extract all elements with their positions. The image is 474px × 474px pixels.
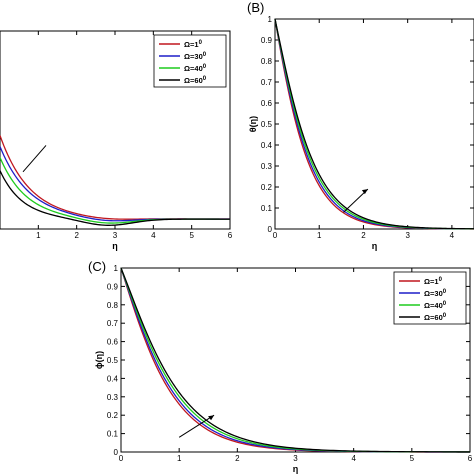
y-tick-label: 1: [114, 264, 119, 273]
y-tick-label: 0.7: [261, 78, 273, 87]
x-tick-label: 3: [293, 454, 298, 463]
trend-arrow-head: [361, 189, 368, 195]
y-tick-label: 0.6: [261, 99, 273, 108]
x-tick-label: 1: [317, 231, 322, 240]
x-tick-label: 2: [361, 231, 366, 240]
series-line-1: [274, 18, 474, 230]
legend: Ω=10 Ω=300 Ω=400 Ω=600: [393, 271, 467, 325]
y-tick-label: 0.8: [261, 57, 273, 66]
x-tick-label: 3: [113, 231, 118, 240]
series-line-3: [0, 157, 230, 224]
x-tick-label: 5: [189, 231, 194, 240]
legend-entry-1: Ω=10: [424, 277, 443, 286]
y-tick-label: 0.5: [261, 120, 273, 129]
series-line-4: [274, 18, 474, 230]
x-tick-label: 0: [119, 454, 124, 463]
series-line-4: [120, 267, 471, 453]
y-tick-label: 0.4: [261, 141, 273, 150]
y-tick-label: 0.8: [107, 301, 119, 310]
x-tick-label: 5: [410, 454, 415, 463]
x-tick-label: 6: [228, 231, 233, 240]
legend: Ω=10 Ω=300 Ω=400 Ω=600: [153, 34, 227, 88]
x-tick-label: 0: [273, 231, 278, 240]
x-tick-label: 6: [468, 454, 473, 463]
x-tick-label: 4: [450, 231, 455, 240]
x-tick-label: 4: [351, 454, 356, 463]
y-tick-label: 0.1: [261, 204, 273, 213]
trend-arrow-head: [208, 415, 215, 421]
series-line-4: [0, 170, 230, 226]
y-tick-label: 0.7: [107, 319, 119, 328]
x-axis-label: η: [372, 241, 378, 251]
y-tick-label: 0.3: [261, 162, 273, 171]
x-tick-label: 1: [36, 231, 41, 240]
y-tick-label: 0.9: [107, 282, 119, 291]
y-tick-label: 0: [268, 225, 273, 234]
x-tick-label: 4: [151, 231, 156, 240]
y-tick-label: 0: [114, 448, 119, 457]
y-tick-label: 1: [268, 15, 273, 24]
trend-marker: [22, 145, 47, 173]
legend-entry-4: Ω=600: [424, 313, 447, 322]
y-axis-label: ϕ(η): [94, 351, 104, 369]
legend-entry-4: Ω=600: [184, 76, 207, 85]
x-tick-label: 1: [177, 454, 182, 463]
panel-label-c: (C): [88, 259, 107, 274]
y-tick-label: 0.2: [261, 183, 273, 192]
series-line-2: [0, 146, 230, 222]
panel-label-b: (B): [247, 0, 265, 15]
y-tick-label: 0.6: [107, 338, 119, 347]
x-tick-label: 2: [74, 231, 79, 240]
y-tick-label: 0.9: [261, 36, 273, 45]
x-axis-label: η: [293, 464, 299, 474]
trend-arrow: [178, 414, 215, 438]
trend-arrow: [343, 188, 369, 213]
x-axis-label: η: [112, 241, 118, 251]
legend-entry-1: Ω=10: [184, 40, 203, 49]
chart-c: 0 1 2 3 4 5 6 0 0.1 0.2 0.3 0.4 0.5 0.6 0.7 0.8 0.9 1 η ϕ(η…: [94, 264, 473, 474]
chart-a: 1 2 3 4 5 6 η Ω=10 Ω=300 Ω=400 Ω=600: [0, 30, 233, 251]
legend-entry-3: Ω=400: [424, 301, 447, 310]
legend-entry-3: Ω=400: [184, 64, 207, 73]
series-line-1: [0, 135, 231, 220]
y-tick-label: 0.3: [107, 393, 119, 402]
chart-b: 0 1 2 3 4 0 0.1 0.2 0.3 0.4 0.5 0.6 0.7 0.8 0.9 1 η θ(η): [248, 15, 474, 251]
y-tick-label: 0.5: [107, 356, 119, 365]
axes-frame: [274, 18, 474, 230]
series-line-3: [274, 18, 474, 230]
y-tick-label: 0.4: [107, 374, 119, 383]
y-axis-label: θ(η): [248, 116, 258, 132]
series-line-2: [274, 18, 474, 230]
x-tick-label: 3: [405, 231, 410, 240]
y-tick-label: 0.2: [107, 411, 119, 420]
y-tick-label: 0.1: [107, 430, 119, 439]
legend-entry-2: Ω=300: [184, 52, 207, 61]
legend-entry-2: Ω=300: [424, 289, 447, 298]
x-tick-label: 2: [235, 454, 240, 463]
